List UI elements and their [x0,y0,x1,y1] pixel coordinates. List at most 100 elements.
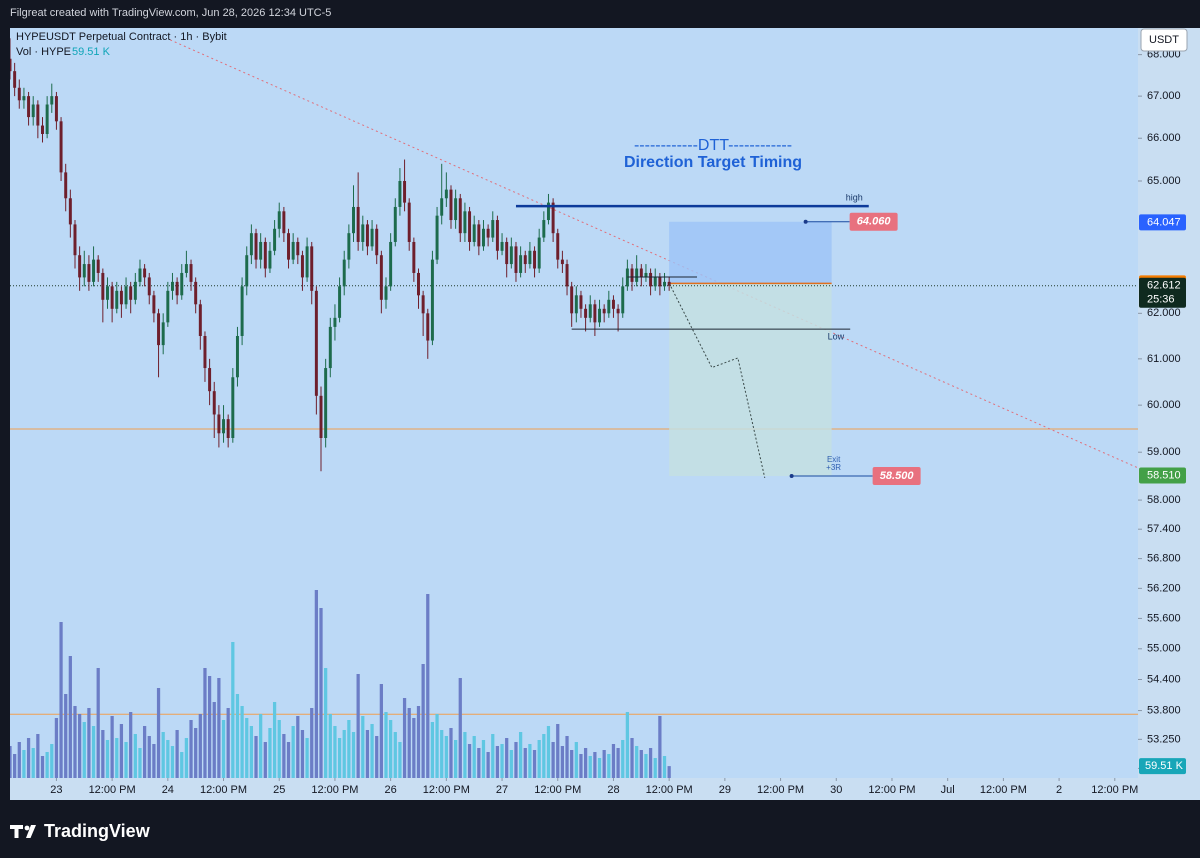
volume-bar [491,734,495,778]
candle-body [291,241,295,260]
volume-bar [296,716,300,778]
candle-body [27,96,31,118]
overlay: 68.000 67.000 66.000 65.000 62.000 61.000 60.0… [16,28,1188,796]
volume-bar [393,732,397,778]
low-label: Low [828,332,845,342]
volume-bar [337,738,342,778]
stop-label: 64.060 [857,216,892,228]
volume-bar [588,756,592,778]
volume-bar [194,728,198,778]
volume-bar [648,748,653,778]
currency-button[interactable] [1140,28,1188,52]
candle-body [551,202,555,234]
candle-body [598,308,602,323]
volume-bar [305,738,309,778]
volume-bar [389,720,393,778]
volume-bar [78,714,82,778]
x-tick-label: 12:00 PM [646,784,693,796]
candle-body [342,259,346,287]
x-tick-label: Jul [941,784,955,796]
candle-body [259,241,263,260]
candle-body [180,272,184,296]
target-dot [789,474,794,479]
volume-bar [440,730,444,778]
candle-body [194,281,198,305]
exit-label: Exit [827,455,841,464]
candle-body [579,295,583,309]
candle-body [10,58,12,72]
candle-body [333,317,337,327]
volume-bar [115,738,119,778]
y-tick-label: 56.200 [1147,582,1181,594]
volume-bar [319,608,323,778]
volume-bar [361,716,365,778]
volume-bar [87,708,91,778]
candle-body [602,308,606,314]
volume-bar [481,740,486,778]
volume-bar [147,736,151,778]
y-tick-label: 60.000 [1147,399,1181,411]
volume-bar [463,732,467,778]
volume-bar [560,746,565,778]
candle-body [203,335,207,369]
volume-bar [662,756,667,778]
volume-bar [486,752,490,778]
candle-body [477,224,481,247]
y-tick-label: 55.000 [1147,643,1181,655]
volume-bar [528,744,532,778]
y-tick-label: 53.250 [1147,733,1181,745]
volume-bar [291,726,295,778]
volume-bar [259,714,263,778]
volume-bar [245,718,249,778]
volume-bar [203,668,207,778]
volume-bar [523,748,527,778]
x-tick-label: 12:00 PM [757,784,804,796]
candle-body [78,255,82,278]
candle-body [495,220,499,251]
volume-bar [472,736,476,778]
volume-bar [13,754,17,778]
candle-body [110,286,114,309]
volume-bar [602,750,606,778]
candle-body [472,224,476,242]
candle-body [119,290,123,305]
volume-bar [91,726,96,778]
candle-body [509,246,513,265]
volume-bar [184,738,189,778]
candle-body [352,206,355,234]
currency-label: USDT [1149,34,1179,46]
volume-bar [221,720,226,778]
volume-bar [300,730,305,778]
volume-bar [249,726,254,778]
candle-body [593,304,597,323]
volume-bar [556,724,560,778]
volume-bar [607,754,611,778]
x-tick-label: 28 [607,784,619,796]
volume-bar [36,734,40,778]
candle-body [143,268,147,278]
volume-bar [625,712,630,778]
volume-bar [653,758,657,778]
candle-body [463,211,467,234]
candle-body [630,268,634,282]
volume-bar [579,754,583,778]
candle-body [92,259,96,282]
target-label-box [872,467,921,486]
candle-body [560,259,564,265]
candle-body [254,233,258,260]
price-axis-background [1138,28,1200,800]
volume-bar [17,742,21,778]
y-tick-label: 67.000 [1147,90,1181,102]
candle-body [481,228,485,247]
x-tick-label: 12:00 PM [1091,784,1138,796]
candle-body [170,281,174,291]
y-tick-label: 68.000 [1147,49,1181,61]
candle-body [282,211,286,234]
candle-body [268,250,272,269]
candle-body [663,281,667,287]
y-tick-label: 54.400 [1147,673,1181,685]
volume-bar [129,712,133,778]
candle-body [13,71,17,88]
high-label: high [846,192,863,202]
x-tick-label: 25 [273,784,285,796]
